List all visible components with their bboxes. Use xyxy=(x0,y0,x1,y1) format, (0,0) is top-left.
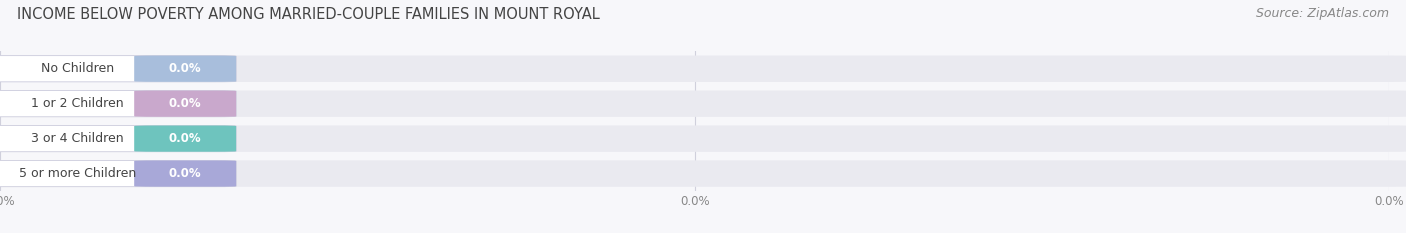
FancyBboxPatch shape xyxy=(0,55,1406,82)
Text: 3 or 4 Children: 3 or 4 Children xyxy=(31,132,124,145)
FancyBboxPatch shape xyxy=(0,125,1406,152)
Text: 5 or more Children: 5 or more Children xyxy=(18,167,136,180)
FancyBboxPatch shape xyxy=(0,161,236,187)
Text: 0.0%: 0.0% xyxy=(169,97,201,110)
Text: 0.0%: 0.0% xyxy=(169,132,201,145)
FancyBboxPatch shape xyxy=(0,160,1406,187)
FancyBboxPatch shape xyxy=(0,91,236,117)
FancyBboxPatch shape xyxy=(0,126,236,152)
Text: Source: ZipAtlas.com: Source: ZipAtlas.com xyxy=(1256,7,1389,20)
Text: 0.0%: 0.0% xyxy=(169,62,201,75)
Text: 1 or 2 Children: 1 or 2 Children xyxy=(31,97,124,110)
FancyBboxPatch shape xyxy=(0,90,1406,117)
FancyBboxPatch shape xyxy=(134,91,236,117)
FancyBboxPatch shape xyxy=(134,56,236,82)
Text: INCOME BELOW POVERTY AMONG MARRIED-COUPLE FAMILIES IN MOUNT ROYAL: INCOME BELOW POVERTY AMONG MARRIED-COUPL… xyxy=(17,7,599,22)
Text: 0.0%: 0.0% xyxy=(169,167,201,180)
FancyBboxPatch shape xyxy=(134,161,236,187)
Text: No Children: No Children xyxy=(41,62,114,75)
FancyBboxPatch shape xyxy=(0,56,236,82)
FancyBboxPatch shape xyxy=(134,126,236,152)
